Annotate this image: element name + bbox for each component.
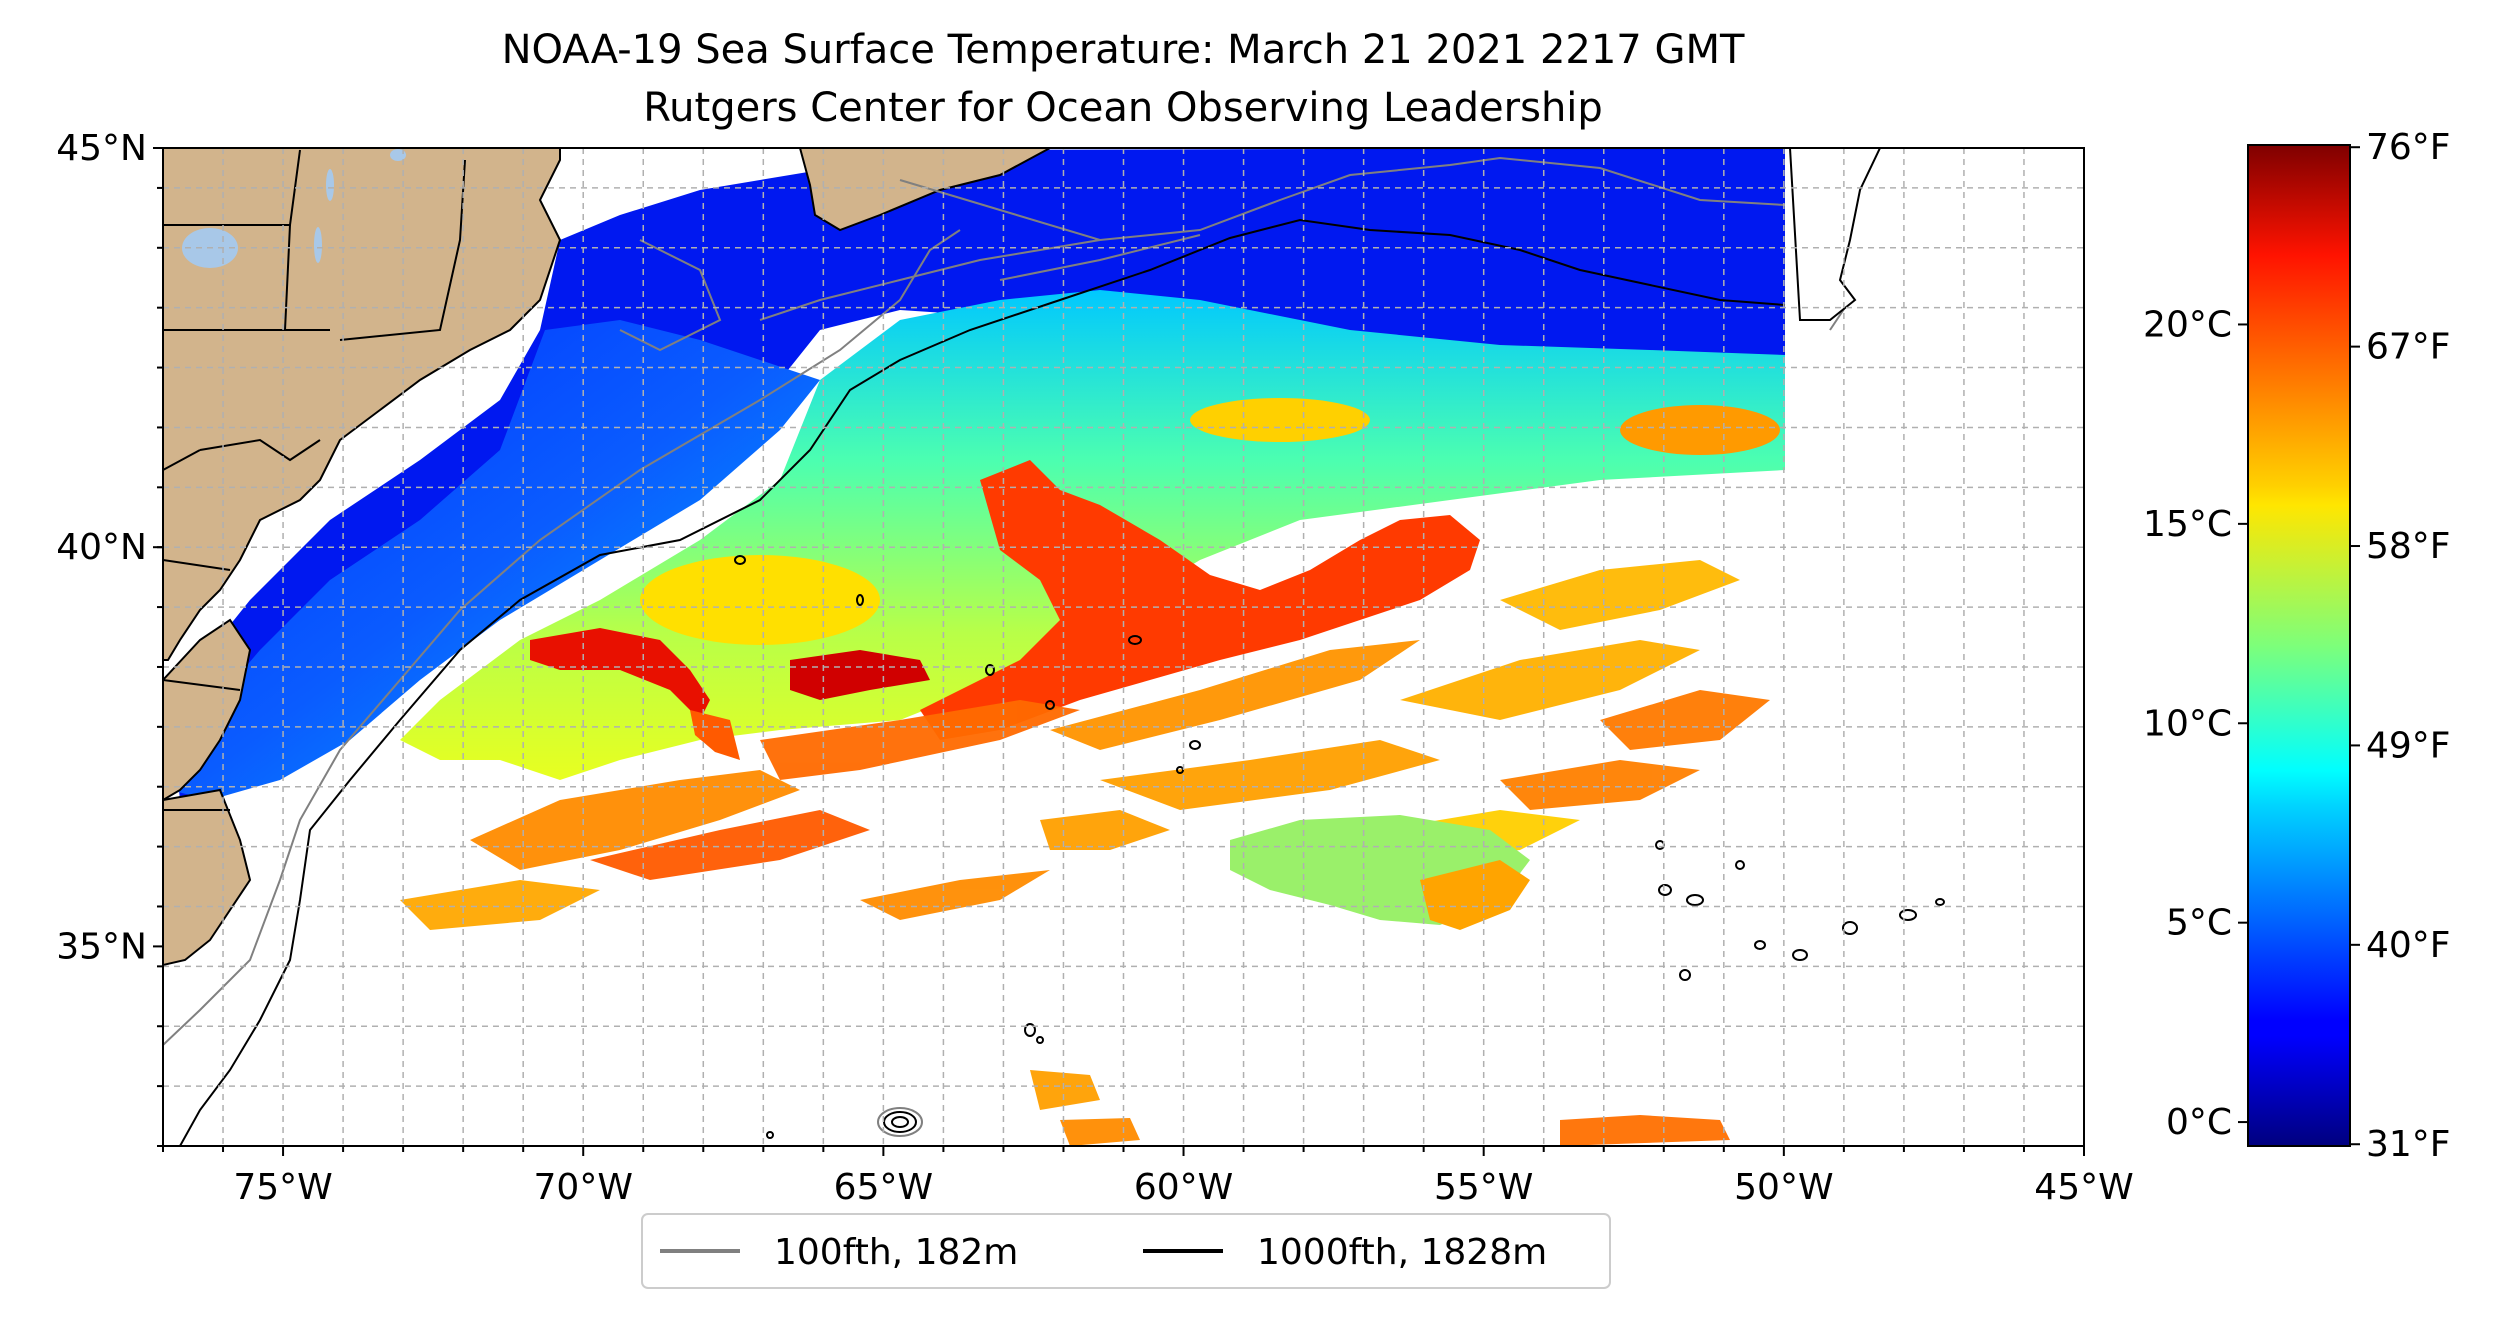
state-borders	[163, 149, 466, 811]
map-gridlines	[162, 148, 2085, 1147]
colorbar-c-label: 5°C	[2166, 903, 2232, 944]
colorbar-f-label: 67°F	[2366, 327, 2451, 368]
gulf-stream-eddy	[790, 650, 930, 700]
x-axis: 75°W 70°W 65°W 60°W 55°W 50°W 45°W	[162, 1146, 2134, 1208]
legend-label-1000fth: 1000fth, 1828m	[1257, 1232, 1547, 1273]
contour-100fth	[163, 156, 1786, 1046]
legend-label-100fth: 100fth, 182m	[774, 1232, 1018, 1273]
map-subtitle: Rutgers Center for Ocean Observing Leade…	[643, 85, 1603, 131]
shelf-water	[170, 320, 820, 800]
legend: 100fth, 182m 1000fth, 1828m	[641, 1213, 1611, 1289]
colorbar-f-label: 76°F	[2366, 127, 2451, 168]
gulf-stream	[920, 460, 1480, 740]
colorbar-gradient	[2247, 144, 2351, 1147]
x-tick-label: 70°W	[534, 1167, 633, 1208]
x-tick-label: 45°W	[2034, 1167, 2133, 1208]
carolina-land	[163, 788, 252, 967]
colorbar-f-label: 40°F	[2366, 925, 2451, 966]
x-tick-label: 65°W	[834, 1167, 933, 1208]
seamount-contours	[734, 555, 1945, 1139]
cold-shelf-water	[170, 148, 1785, 800]
gulf-stream-eddy	[690, 710, 740, 760]
north-america-land	[163, 148, 562, 661]
y-axis: 45°N 40°N 35°N	[56, 128, 163, 1147]
contour-1000fth	[179, 218, 1786, 1146]
colorbar-c-label: 15°C	[2143, 504, 2232, 545]
colorbar-f-label: 31°F	[2366, 1124, 2451, 1165]
warm-eddy	[640, 555, 880, 645]
map-title: NOAA-19 Sea Surface Temperature: March 2…	[502, 27, 1745, 73]
y-tick-label: 40°N	[56, 527, 147, 568]
colorbar: 0°C 5°C 10°C 15°C 20°C 31°F 40°F 49°F 58°F 67°F 7…	[2143, 127, 2450, 1165]
warm-eddy	[1190, 398, 1370, 442]
mixed-water-patch	[1420, 860, 1530, 930]
x-tick-label: 75°W	[233, 1167, 332, 1208]
colorbar-c-label: 0°C	[2166, 1102, 2232, 1143]
y-tick-label: 45°N	[56, 128, 147, 169]
colorbar-celsius-axis: 0°C 5°C 10°C 15°C 20°C	[2143, 304, 2248, 1143]
warm-eddy	[1620, 405, 1780, 455]
colorbar-c-label: 10°C	[2143, 703, 2232, 744]
x-tick-label: 55°W	[1434, 1167, 1533, 1208]
colorbar-fahrenheit-axis: 31°F 40°F 49°F 58°F 67°F 76°F	[2350, 127, 2451, 1165]
delmarva-land	[163, 618, 252, 802]
nova-scotia-land	[798, 148, 1051, 232]
colorbar-c-label: 20°C	[2143, 304, 2232, 345]
legend-box	[641, 1213, 1611, 1289]
x-tick-label: 60°W	[1134, 1167, 1233, 1208]
newfoundland-land	[1788, 148, 1882, 321]
colorbar-f-label: 58°F	[2366, 526, 2451, 567]
colorbar-f-label: 49°F	[2366, 725, 2451, 766]
gulf-stream-eddy	[530, 628, 710, 720]
x-tick-label: 50°W	[1734, 1167, 1833, 1208]
y-tick-label: 35°N	[56, 926, 147, 967]
